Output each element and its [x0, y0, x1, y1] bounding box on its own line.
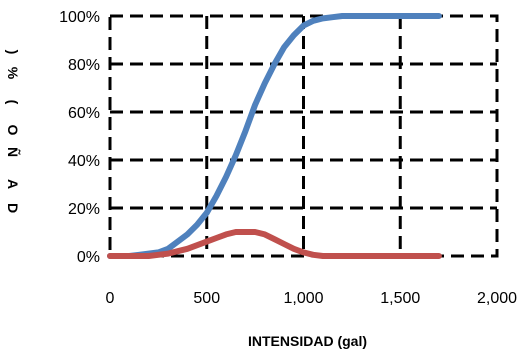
series-line-2	[107, 229, 442, 259]
x-tick-label: 1,500	[380, 290, 420, 307]
y-tick-label: 0%	[77, 249, 100, 266]
y-axis-title-glyph: )	[5, 50, 21, 55]
series-line-1	[107, 13, 442, 259]
x-tick-label: 1,000	[283, 290, 323, 307]
y-axis-title: )% ( O Ñ A D	[5, 50, 22, 213]
y-tick-label: 100%	[59, 9, 100, 26]
y-tick-label: 20%	[68, 201, 100, 218]
series-layer	[107, 13, 442, 259]
y-tick-label: 40%	[68, 153, 100, 170]
x-tick-label: 2,000	[477, 290, 517, 307]
plot-frame	[108, 14, 499, 258]
y-tick-label: 60%	[68, 105, 100, 122]
y-axis-title-glyph: %	[5, 67, 21, 80]
y-tick-labels: 0% 20% 40% 60% 80% 100%	[59, 9, 100, 266]
y-axis-title-glyph: A	[5, 179, 21, 189]
x-tick-label: 500	[193, 290, 220, 307]
x-tick-labels: 0 500 1,000 1,500 2,000	[106, 290, 518, 307]
y-axis-title-glyph: Ñ	[5, 147, 22, 157]
grid-layer	[110, 16, 497, 256]
x-tick-label: 0	[106, 290, 115, 307]
y-axis-title-glyph: D	[5, 203, 21, 213]
y-axis-title-glyph: (	[5, 100, 21, 105]
y-tick-label: 80%	[68, 57, 100, 74]
y-axis-title-glyph: O	[5, 125, 21, 136]
x-axis-title: INTENSIDAD (gal)	[248, 333, 367, 349]
